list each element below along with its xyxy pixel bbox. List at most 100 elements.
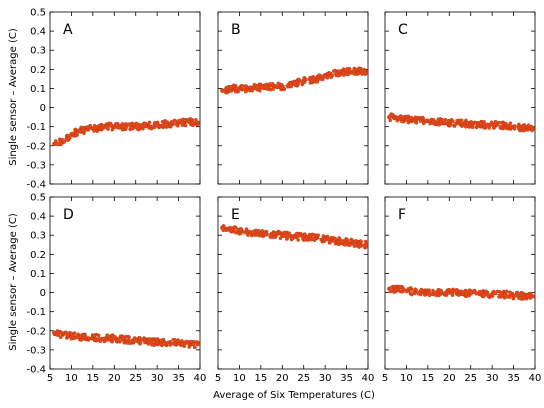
data-point (126, 338, 130, 343)
panel-c: C (384, 11, 536, 185)
data-point (412, 291, 416, 295)
data-point (75, 131, 79, 135)
data-point (238, 227, 243, 232)
data-point (64, 137, 68, 142)
data-point (229, 89, 234, 93)
data-point (477, 292, 482, 297)
data-point (106, 336, 111, 341)
data-point (388, 289, 393, 294)
data-point (359, 239, 363, 243)
x-tick-label: 20 (276, 373, 289, 384)
data-point (294, 231, 299, 236)
panel-d: -0.4 -0.3 -0.2 -0.1 0 0.1 0.2 0.3 0.4 0.5 5 10 15 20 2… (26, 193, 206, 385)
data-point (449, 288, 454, 293)
data-point (59, 330, 64, 335)
y-tick-label: 0.1 (30, 269, 46, 280)
data-point (431, 118, 436, 123)
data-point (471, 125, 475, 129)
data-point (138, 341, 142, 346)
x-tick-label: 10 (65, 373, 78, 384)
y-axis-title-bottom: Single sensor – Average (C) (8, 213, 19, 351)
data-point (225, 90, 229, 95)
data-point (83, 335, 88, 340)
data-point (352, 244, 357, 248)
data-point (452, 124, 457, 128)
data-point (408, 286, 413, 290)
data-point (298, 232, 303, 236)
data-point (520, 128, 525, 133)
data-point (315, 80, 320, 84)
data-point (121, 337, 125, 342)
data-point (125, 122, 129, 127)
data-point (290, 235, 294, 240)
data-point (325, 75, 330, 79)
data-point (498, 293, 503, 298)
data-point (252, 82, 257, 87)
data-point (433, 290, 437, 295)
data-point (268, 234, 273, 239)
y-tick-label: -0.3 (26, 345, 46, 356)
y-tick-label: 0.4 (30, 27, 46, 38)
data-point (495, 289, 500, 294)
data-point (194, 340, 199, 344)
data-point (234, 86, 239, 91)
data-point (387, 114, 392, 118)
y-tick-label: -0.2 (26, 326, 46, 337)
data-point (100, 126, 104, 130)
data-point (272, 232, 277, 237)
data-point (250, 88, 254, 93)
data-point (64, 330, 68, 335)
data-point (337, 73, 342, 77)
data-point (116, 125, 120, 130)
data-point (463, 124, 468, 129)
data-point (317, 73, 321, 77)
data-point (400, 290, 404, 294)
x-axis-title: Average of Six Temperatures (C) (213, 390, 375, 401)
data-point (221, 226, 225, 231)
data-point (225, 85, 229, 90)
data-point (469, 120, 474, 125)
data-point (258, 89, 262, 93)
panel-frame (217, 196, 369, 370)
data-point (504, 289, 509, 294)
data-point (54, 142, 59, 146)
x-tick-label: 35 (340, 373, 353, 384)
data-point (172, 118, 177, 123)
data-point (92, 338, 97, 342)
x-tick-label: 10 (400, 373, 413, 384)
data-point (486, 294, 491, 298)
x-tick-label: 30 (486, 373, 499, 384)
data-point (155, 121, 160, 126)
data-point (447, 120, 452, 124)
data-point (116, 338, 120, 343)
panel-frame (384, 196, 536, 370)
data-point (302, 80, 307, 84)
data-point (356, 71, 361, 76)
data-point (79, 338, 84, 342)
data-point (296, 77, 301, 82)
data-point (161, 341, 165, 346)
data-point (183, 123, 188, 128)
data-point (521, 296, 526, 301)
data-point (142, 122, 147, 127)
data-point (246, 233, 250, 237)
data-point (289, 84, 294, 89)
data-point (252, 86, 256, 90)
data-point (81, 127, 86, 132)
data-point (60, 137, 65, 142)
data-point (362, 243, 366, 248)
data-point (393, 288, 398, 293)
data-point (292, 81, 297, 85)
data-point (507, 295, 512, 300)
data-point (71, 131, 75, 136)
data-point (514, 292, 519, 297)
data-point (499, 124, 504, 129)
data-point (481, 293, 486, 297)
data-point (190, 121, 195, 125)
data-point (164, 122, 168, 127)
data-point (92, 129, 97, 133)
x-tick-label: 15 (421, 373, 434, 384)
data-point (189, 339, 194, 344)
data-point (71, 333, 76, 337)
data-point (233, 89, 238, 94)
